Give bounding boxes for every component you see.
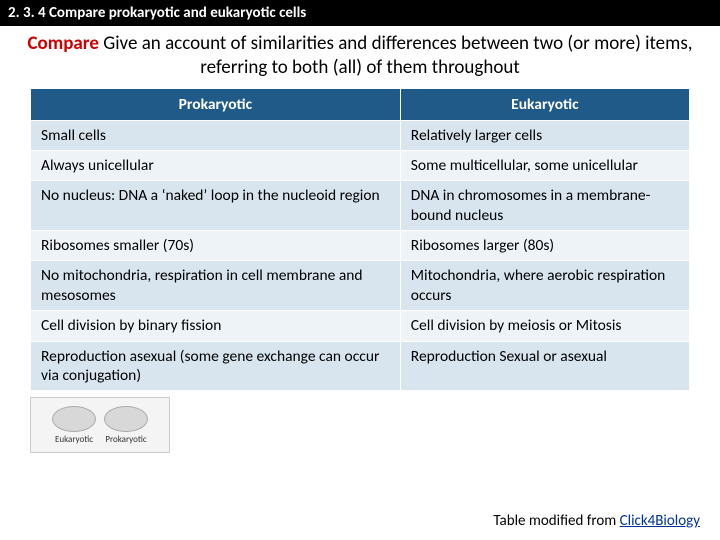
cell-oval-icon: [52, 406, 96, 432]
table-row: Cell division by binary fissionCell divi…: [31, 311, 690, 341]
cell: Reproduction asexual (some gene exchange…: [31, 341, 401, 391]
table-row: Reproduction asexual (some gene exchange…: [31, 341, 690, 391]
cell: Small cells: [31, 120, 401, 150]
instruction-block: Compare Give an account of similarities …: [0, 26, 720, 88]
cell: Some multicellular, some unicellular: [400, 150, 689, 180]
thumb-eukaryotic: Eukaryotic: [52, 406, 96, 445]
comparison-table: Prokaryotic Eukaryotic Small cellsRelati…: [30, 88, 690, 392]
cell: DNA in chromosomes in a membrane-bound n…: [400, 181, 689, 231]
compare-keyword: Compare: [27, 32, 98, 55]
cell: Cell division by meiosis or Mitosis: [400, 311, 689, 341]
thumb-label-left: Eukaryotic: [55, 434, 93, 445]
credit-prefix: Table modified from: [493, 512, 619, 530]
cell: Ribosomes larger (80s): [400, 231, 689, 261]
cell: Ribosomes smaller (70s): [31, 231, 401, 261]
cell: Reproduction Sexual or asexual: [400, 341, 689, 391]
credit-line: Table modified from Click4Biology: [493, 512, 700, 530]
table-row: No mitochondria, respiration in cell mem…: [31, 261, 690, 311]
cell: No nucleus: DNA a ‘naked’ loop in the nu…: [31, 181, 401, 231]
thumb-label-right: Prokaryotic: [105, 434, 146, 445]
cell: Relatively larger cells: [400, 120, 689, 150]
table-row: Small cellsRelatively larger cells: [31, 120, 690, 150]
comparison-table-wrap: Prokaryotic Eukaryotic Small cellsRelati…: [0, 88, 720, 392]
col-header-eukaryotic: Eukaryotic: [400, 88, 689, 120]
instruction-text: Give an account of similarities and diff…: [99, 32, 693, 79]
video-thumbnail[interactable]: Eukaryotic Prokaryotic: [30, 397, 170, 453]
cell: Mitochondria, where aerobic respiration …: [400, 261, 689, 311]
cell: Cell division by binary fission: [31, 311, 401, 341]
section-title-text: 2. 3. 4 Compare prokaryotic and eukaryot…: [8, 4, 306, 22]
table-row: Always unicellularSome multicellular, so…: [31, 150, 690, 180]
cell: Always unicellular: [31, 150, 401, 180]
table-row: Ribosomes smaller (70s)Ribosomes larger …: [31, 231, 690, 261]
thumb-prokaryotic: Prokaryotic: [104, 406, 148, 445]
cell: No mitochondria, respiration in cell mem…: [31, 261, 401, 311]
table-row: No nucleus: DNA a ‘naked’ loop in the nu…: [31, 181, 690, 231]
credit-link[interactable]: Click4Biology: [620, 512, 700, 530]
section-title-bar: 2. 3. 4 Compare prokaryotic and eukaryot…: [0, 0, 720, 26]
table-body: Small cellsRelatively larger cells Alway…: [31, 120, 690, 391]
cell-oval-icon: [104, 406, 148, 432]
col-header-prokaryotic: Prokaryotic: [31, 88, 401, 120]
